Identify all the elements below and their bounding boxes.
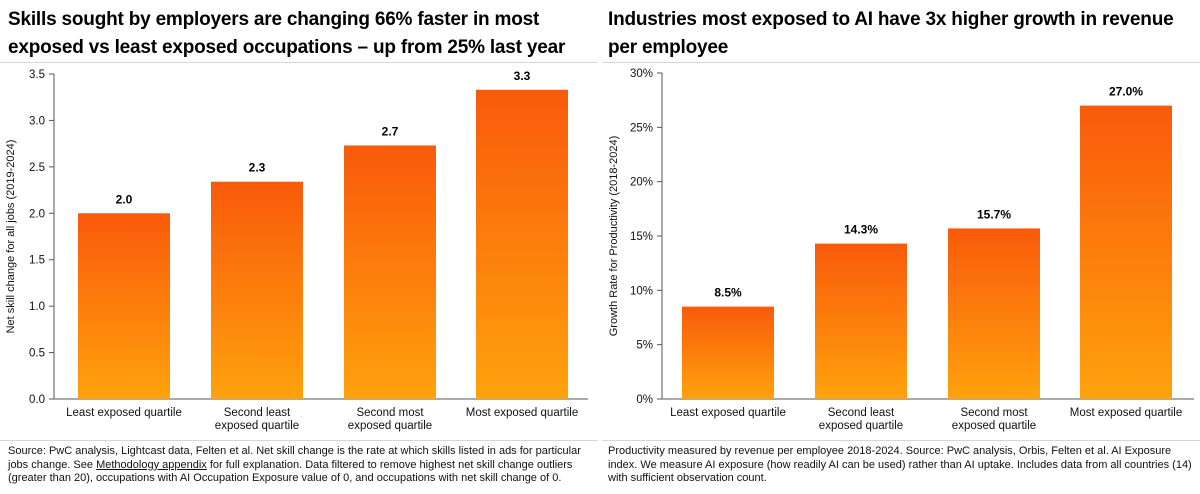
data-label: 8.5% [714,286,742,300]
y-tick-label: 20% [630,177,653,189]
bar [682,306,774,399]
x-category-label: Most exposed quartile [1070,407,1183,419]
y-tick-label: 1.5 [29,255,45,267]
y-tick-label: 3.5 [29,69,45,81]
skills-bar-chart: 0.0 0.5 1.0 1.5 2.0 2.5 3.0 3.5 Net skill change… [5,69,588,432]
y-tick-label: 1.0 [29,301,45,313]
x-category-label: Second most [356,407,424,419]
bar [78,213,170,399]
bar [211,181,303,399]
data-label: 27.0% [1109,85,1143,99]
y-tick-label: 0% [636,394,653,406]
x-category-label: exposed quartile [348,420,432,432]
x-category-label: exposed quartile [215,420,299,432]
data-label: 15.7% [977,207,1011,221]
x-category-label: Least exposed quartile [670,407,786,419]
x-category-label: Second least [224,407,291,419]
title-divider [602,62,1200,63]
y-tick-label: 10% [630,285,653,297]
data-label: 3.3 [514,69,531,83]
chart-panel-productivity: Industries most exposed to AI have 3x hi… [602,0,1200,494]
data-label: 2.3 [249,161,266,175]
chart-title: Skills sought by employers are changing … [8,9,566,58]
source-note: Productivity measured by revenue per emp… [608,445,1193,486]
source-note: Source: PwC analysis, Lightcast data, Fe… [8,445,593,486]
bar [948,228,1040,399]
y-tick-label: 15% [630,231,653,243]
source-divider [0,440,598,441]
source-text: Source: PwC analysis, Lightcast data, Fe… [8,445,581,471]
chart-title: Industries most exposed to AI have 3x hi… [608,9,1174,58]
bar [344,145,436,399]
y-tick-label: 3.0 [29,115,45,127]
productivity-bar-chart: 0% 5% 10% 15% 20% 25% 30% Growth Rate for Produ… [608,68,1194,432]
data-label: 2.0 [116,192,133,206]
source-text: Productivity measured by revenue per emp… [608,445,1192,484]
source-text-continued: for full explanation. Data filtered to r… [8,458,573,485]
data-label: 14.3% [844,223,878,237]
y-tick-label: 25% [630,122,653,134]
chart-panel-skills: Skills sought by employers are changing … [0,0,598,494]
x-category-label: Second least [828,407,895,419]
y-tick-label: 2.0 [29,208,45,220]
x-category-label: Second most [960,407,1028,419]
y-tick-label: 0.0 [29,394,45,406]
y-tick-label: 5% [636,340,653,352]
x-category-label: Least exposed quartile [66,407,182,419]
y-axis-label: Growth Rate for Productivity (2018-2024) [608,136,620,337]
bar [815,243,907,399]
y-axis-label: Net skill change for all jobs (2019-2024… [5,140,17,334]
title-divider [0,62,598,63]
y-tick-label: 30% [630,68,653,80]
bar [476,89,568,400]
data-label: 2.7 [382,125,399,139]
x-category-label: exposed quartile [819,420,903,432]
bar [1080,105,1172,399]
x-category-label: Most exposed quartile [466,407,579,419]
source-divider [602,440,1200,441]
y-tick-label: 0.5 [29,348,45,360]
x-category-label: exposed quartile [952,420,1036,432]
y-tick-label: 2.5 [29,162,45,174]
methodology-appendix-link[interactable]: Methodology appendix [96,458,207,471]
